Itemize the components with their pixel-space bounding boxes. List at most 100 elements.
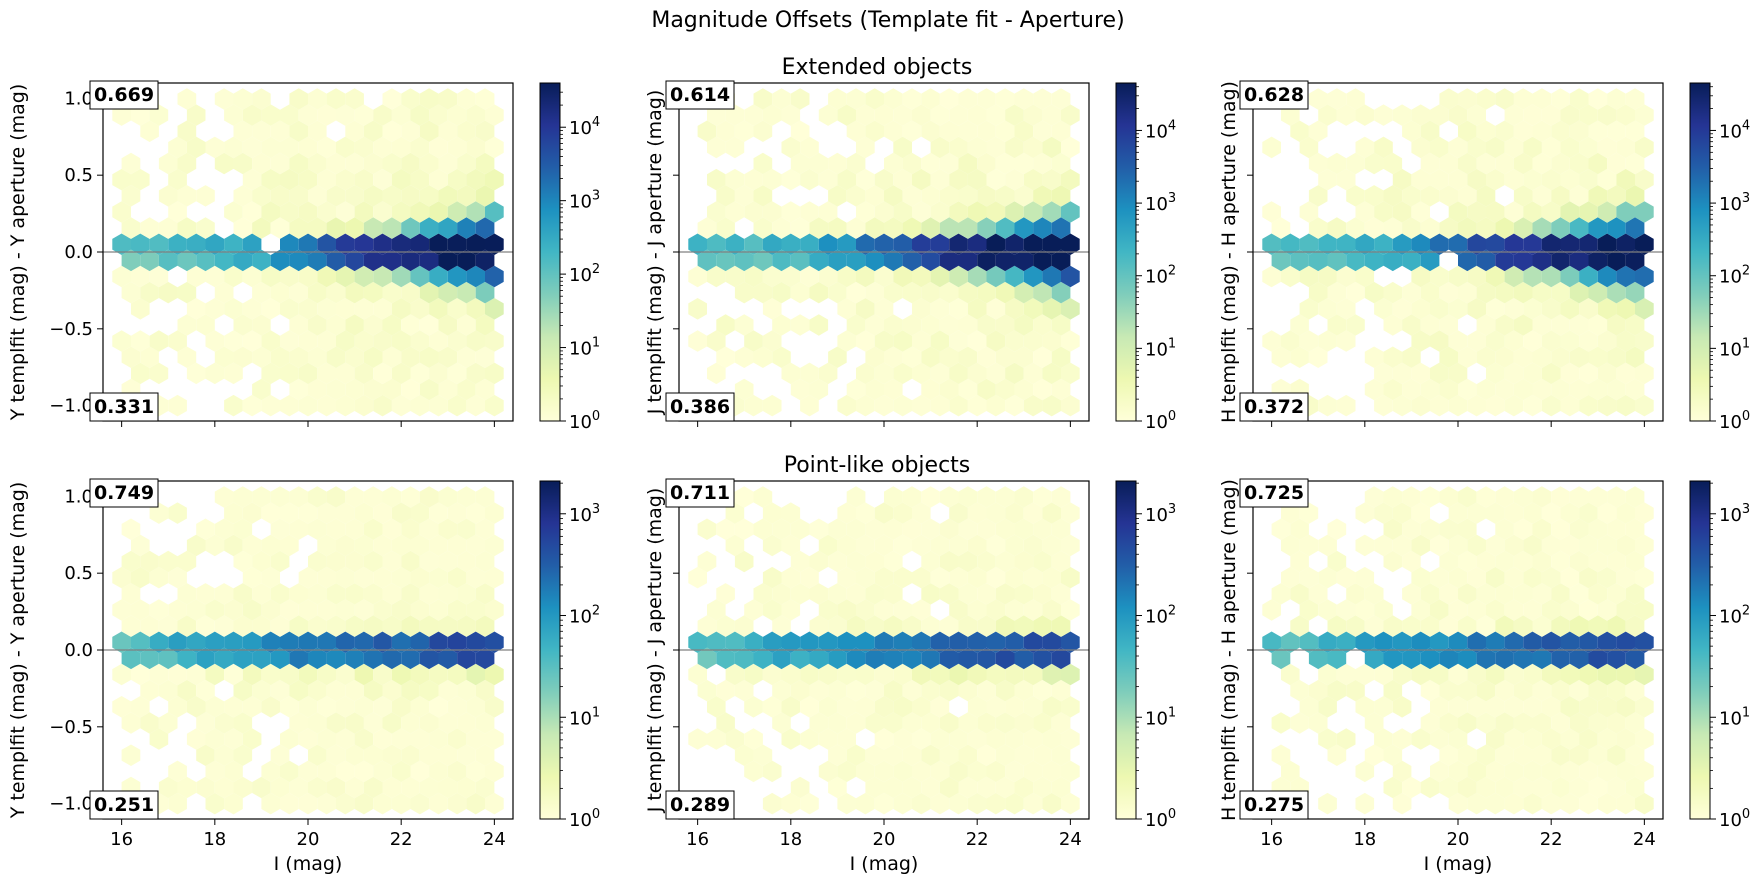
hexbin-cell [1458, 744, 1477, 766]
hexbin-cell [1616, 362, 1635, 385]
hexbin-cell [280, 760, 299, 783]
hexbin-cell [373, 502, 392, 524]
hexbin-cell [874, 298, 894, 320]
hexbin-cell [373, 362, 392, 385]
hexbin-cell [1318, 566, 1337, 589]
hexbin-cell [1513, 314, 1533, 336]
hexbin-cell [382, 88, 402, 110]
hexbin-cell [363, 744, 383, 766]
hexbin-cell [326, 314, 346, 336]
hexbin-cell [485, 566, 504, 589]
hexbin-cell [466, 534, 485, 557]
hexbin-cell [429, 631, 448, 653]
hexbin-cell [1061, 201, 1080, 223]
hexbin-cell [902, 249, 922, 272]
hexbin-cell [1551, 249, 1570, 272]
hexbin-cell [382, 647, 402, 670]
hexbin-cell [1051, 679, 1071, 702]
hexbin-cell [485, 330, 504, 352]
y-tick-label: −0.5 [49, 319, 93, 340]
hexbin-cell [261, 201, 280, 223]
hexbin-cell [734, 647, 754, 670]
hexbin-cell [734, 249, 754, 272]
hexbin-cell [1616, 663, 1635, 686]
hexbin-cell [828, 152, 847, 175]
hexbin-cell [1504, 136, 1524, 159]
hexbin-cell [466, 394, 485, 417]
hexbin-cell [818, 201, 838, 223]
hexbin-cell [1504, 201, 1524, 223]
hexbin-cell [1420, 185, 1440, 207]
hexbin-cell [912, 599, 931, 621]
hexbin-cell [280, 631, 299, 653]
hexbin-cell [1014, 314, 1034, 336]
hexbin-cell [967, 298, 987, 320]
hexbin-cell [809, 217, 829, 239]
hexbin-cell [762, 201, 782, 223]
hexbin-cell [336, 663, 355, 686]
hexbin-cell [252, 120, 271, 142]
hexbin-cell [1262, 330, 1281, 352]
hexbin-cell [865, 378, 884, 401]
hexbin-cell [1616, 599, 1635, 621]
hexbin-cell [809, 314, 829, 336]
hexbin-cell [1635, 792, 1654, 815]
hexbin-cell [1318, 599, 1337, 621]
hexbin-cell [1458, 249, 1477, 272]
hexbin-cell [1033, 120, 1052, 142]
hexbin-cell [242, 168, 262, 191]
hexbin-cell [1005, 394, 1024, 417]
hexbin-cell [1513, 518, 1533, 540]
hexbin-cell [1420, 217, 1440, 239]
hexbin-cell [1560, 631, 1580, 653]
hexbin-cell [734, 744, 754, 766]
hexbin-cell [326, 615, 346, 637]
hexbin-cell [1486, 394, 1505, 417]
y-tick-label: −0.5 [49, 717, 93, 738]
hexbin-cell [772, 314, 791, 336]
hexbin-cell [1551, 378, 1570, 401]
hexbin-cell [317, 136, 336, 159]
hexbin-cell [939, 314, 959, 336]
y-tick-label: 0.5 [64, 165, 93, 186]
hexbin-cell [242, 502, 262, 524]
hexbin-cell [1560, 502, 1580, 524]
hexbin-cell [317, 792, 336, 815]
hexbin-cell [438, 314, 458, 336]
hexbin-cell [1532, 615, 1552, 637]
hexbin-cell [308, 486, 327, 508]
hexbin-cell [1448, 136, 1468, 159]
hexbin-cell [1597, 362, 1617, 385]
hexbin-cell [289, 217, 308, 239]
hexbin-cell [716, 615, 735, 637]
hexbin-cell [986, 298, 1006, 320]
hexbin-cell [1551, 346, 1570, 368]
hexbin-cell [781, 792, 801, 815]
hexbin-cell [949, 201, 968, 223]
hexbin-cell [233, 217, 253, 239]
hexbin-cell [326, 217, 346, 239]
hexbin-cell [744, 663, 763, 686]
hexbin-cell [977, 712, 996, 734]
x-tick-label: 20 [873, 829, 896, 850]
hexbin-cell [1625, 712, 1645, 734]
hexbin-cell [205, 663, 225, 686]
hexbin-cell [1486, 201, 1505, 223]
hexbin-cell [1355, 502, 1375, 524]
hexbin-cell [967, 760, 987, 783]
hexbin-cell [121, 615, 141, 637]
hexbin-cell [391, 631, 411, 653]
hexbin-cell [967, 168, 987, 191]
hexbin-cell [939, 712, 959, 734]
hexbin-cell [1523, 566, 1542, 589]
hexbin-cell [958, 647, 978, 670]
hexbin-cell [1541, 168, 1561, 191]
hexbin-cell [261, 631, 280, 653]
hexbin-cell [1430, 330, 1449, 352]
hexbin-cell [345, 776, 364, 799]
hexbin-cell [1588, 281, 1608, 304]
hexbin-cell [995, 346, 1015, 368]
hexbin-cell [354, 104, 374, 126]
hexbin-cell [345, 486, 364, 508]
